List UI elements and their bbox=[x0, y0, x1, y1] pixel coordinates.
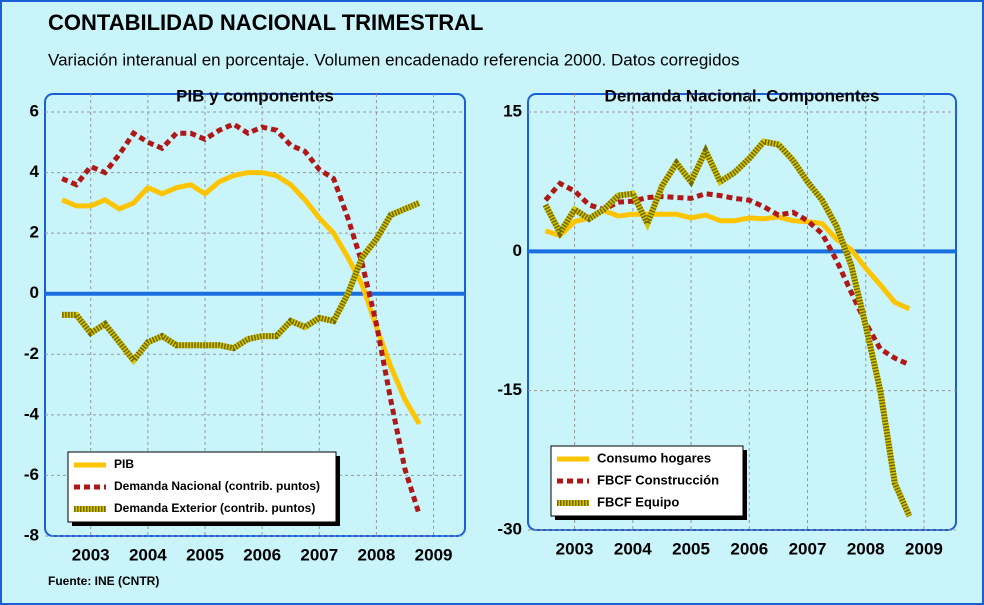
line bbox=[61, 170, 422, 426]
x-tick-label: 2007 bbox=[300, 545, 338, 564]
x-tick-label: 2009 bbox=[905, 539, 943, 558]
x-tick-label: 2007 bbox=[789, 539, 827, 558]
legend-label: Consumo hogares bbox=[597, 450, 711, 465]
x-tick-label: 2004 bbox=[129, 545, 167, 564]
legend-label: FBCF Equipo bbox=[597, 494, 679, 509]
legend-label: Demanda Nacional (contrib. puntos) bbox=[114, 479, 320, 493]
chart-title: Demanda Nacional. Componentes bbox=[605, 86, 880, 105]
x-tick-label: 2006 bbox=[243, 545, 281, 564]
page-title: CONTABILIDAD NACIONAL TRIMESTRAL bbox=[48, 10, 484, 35]
line-hatch bbox=[62, 200, 421, 366]
legend bbox=[67, 451, 337, 523]
x-tick-label: 2003 bbox=[556, 539, 594, 558]
chart-title: PIB y componentes bbox=[176, 86, 334, 105]
subtitle: Variación interanual en porcentaje. Volu… bbox=[48, 50, 739, 69]
y-tick-label: -4 bbox=[24, 404, 40, 423]
y-tick-label: 4 bbox=[30, 162, 40, 181]
legend-label: PIB bbox=[114, 457, 134, 471]
y-tick-label: 6 bbox=[30, 101, 39, 120]
x-tick-label: 2008 bbox=[358, 545, 396, 564]
legend-label: FBCF Construcción bbox=[597, 472, 719, 487]
y-tick-label: -2 bbox=[24, 344, 39, 363]
x-tick-label: 2006 bbox=[730, 539, 768, 558]
source: Fuente: INE (CNTR) bbox=[48, 574, 159, 588]
x-tick-label: 2009 bbox=[415, 545, 453, 564]
x-tick-label: 2005 bbox=[186, 545, 224, 564]
line bbox=[543, 180, 911, 367]
line-hatch bbox=[542, 138, 913, 518]
x-tick-label: 2005 bbox=[672, 539, 710, 558]
legend-label: Demanda Exterior (contrib. puntos) bbox=[114, 501, 315, 515]
y-tick-label: 0 bbox=[513, 241, 522, 260]
y-tick-label: -6 bbox=[24, 465, 39, 484]
y-tick-label: 2 bbox=[30, 223, 39, 242]
y-tick-label: -8 bbox=[24, 525, 39, 544]
x-tick-label: 2008 bbox=[847, 539, 885, 558]
y-tick-label: -15 bbox=[497, 380, 522, 399]
y-tick-label: 0 bbox=[30, 283, 39, 302]
plot-area bbox=[527, 93, 957, 531]
y-tick-label: 15 bbox=[503, 101, 522, 120]
line bbox=[544, 208, 911, 312]
x-tick-label: 2003 bbox=[72, 545, 110, 564]
x-tick-label: 2004 bbox=[614, 539, 652, 558]
y-tick-label: -30 bbox=[497, 519, 522, 538]
